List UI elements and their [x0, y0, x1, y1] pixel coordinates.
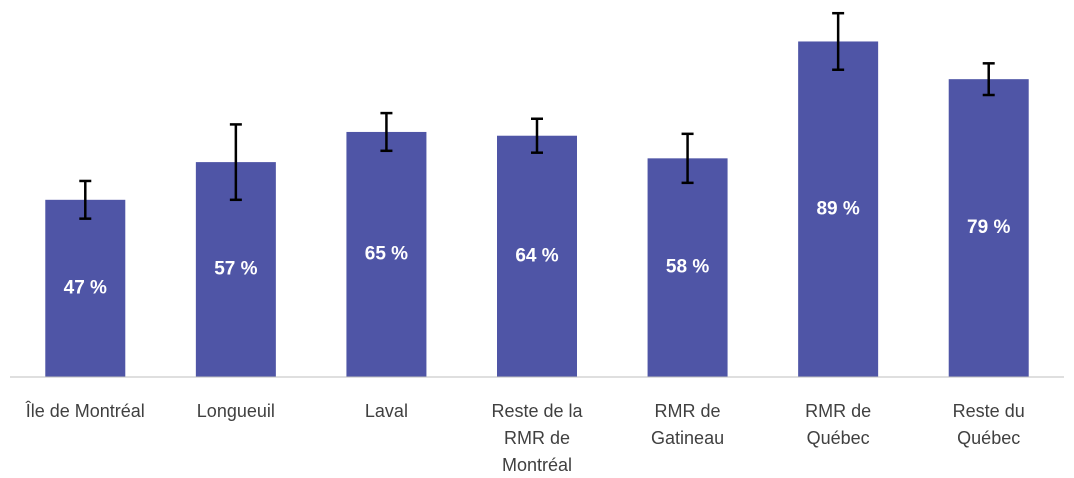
error-bar — [380, 111, 393, 153]
x-tick-label: Reste du Québec — [952, 401, 1025, 448]
data-label: 65 % — [365, 243, 408, 264]
data-label: 57 % — [214, 259, 257, 280]
data-label: 89 % — [816, 198, 859, 219]
x-tick-label: Reste de la RMR de Montréal — [491, 401, 583, 475]
bar — [346, 131, 427, 377]
x-tick-label: RMR de Québec — [805, 401, 872, 448]
error-bar — [681, 132, 694, 185]
bar — [497, 135, 577, 377]
data-label: 47 % — [64, 277, 107, 298]
bar — [798, 41, 879, 377]
data-label: 58 % — [666, 257, 709, 278]
x-tick-label: Île de Montréal — [25, 401, 145, 421]
bar — [948, 79, 1029, 378]
error-bar — [531, 117, 543, 154]
x-tick-label: Longueuil — [196, 401, 275, 421]
error-bar — [79, 179, 92, 220]
bar — [647, 158, 728, 377]
data-label: 79 % — [967, 217, 1010, 238]
data-label: 64 % — [515, 245, 558, 266]
x-tick-label: Laval — [364, 401, 408, 421]
bar — [45, 199, 126, 377]
error-bar — [229, 123, 242, 202]
error-bar — [832, 11, 845, 71]
x-tick-label: RMR de Gatineau — [651, 401, 725, 448]
error-bar — [982, 62, 995, 97]
